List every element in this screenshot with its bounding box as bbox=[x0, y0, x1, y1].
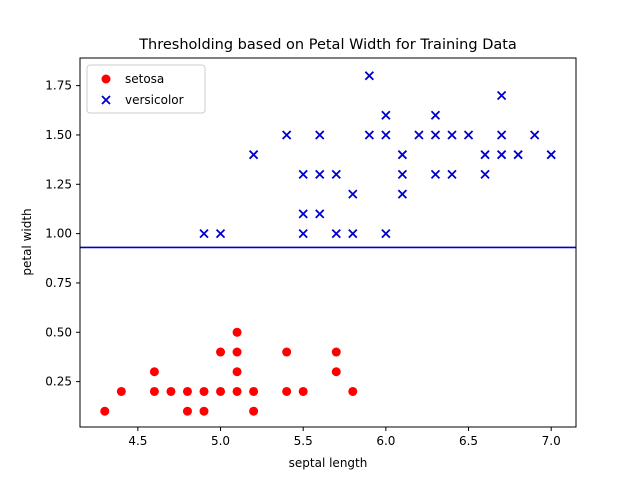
x-tick-label: 6.5 bbox=[459, 434, 478, 448]
legend-box bbox=[86, 64, 206, 114]
data-point bbox=[480, 150, 490, 160]
data-point bbox=[199, 228, 209, 239]
series-setosa bbox=[100, 327, 358, 416]
data-point bbox=[232, 386, 242, 396]
x-tick-label: 5.0 bbox=[211, 434, 230, 448]
data-point bbox=[100, 406, 110, 416]
legend-label-setosa: setosa bbox=[125, 72, 164, 86]
data-point bbox=[298, 386, 308, 396]
data-point bbox=[282, 130, 292, 140]
legend-marker-versicolor bbox=[101, 95, 111, 105]
data-point bbox=[430, 130, 441, 140]
data-point bbox=[430, 110, 441, 120]
data-point bbox=[315, 130, 325, 140]
data-point bbox=[298, 169, 308, 180]
data-point bbox=[381, 110, 391, 120]
data-point bbox=[496, 150, 507, 160]
data-point bbox=[216, 386, 226, 396]
data-point bbox=[480, 169, 490, 180]
data-point bbox=[397, 189, 408, 199]
data-point bbox=[381, 130, 391, 140]
data-point bbox=[116, 386, 126, 396]
data-point bbox=[282, 386, 292, 396]
data-point bbox=[430, 169, 441, 180]
data-point bbox=[397, 150, 408, 160]
data-point bbox=[232, 367, 242, 377]
data-point bbox=[530, 130, 540, 140]
y-tick-label: 1.00 bbox=[45, 227, 72, 241]
data-point bbox=[182, 406, 192, 416]
data-point bbox=[331, 347, 341, 357]
data-point bbox=[149, 367, 159, 377]
data-point bbox=[282, 347, 292, 357]
data-point bbox=[232, 327, 242, 337]
data-point bbox=[414, 130, 424, 140]
y-tick-label: 0.50 bbox=[45, 325, 72, 339]
data-point bbox=[331, 228, 341, 239]
data-point bbox=[182, 386, 192, 396]
data-point bbox=[364, 71, 374, 81]
data-point bbox=[348, 386, 358, 396]
data-point bbox=[199, 386, 209, 396]
data-point bbox=[149, 386, 159, 396]
data-point bbox=[496, 130, 507, 140]
data-point bbox=[381, 228, 391, 239]
data-point bbox=[513, 150, 523, 160]
data-point bbox=[364, 130, 374, 140]
chart-title: Thresholding based on Petal Width for Tr… bbox=[138, 37, 517, 53]
legend-label-versicolor: versicolor bbox=[125, 93, 184, 107]
data-point bbox=[248, 150, 259, 160]
data-point bbox=[496, 90, 507, 101]
data-point bbox=[348, 189, 358, 199]
data-point bbox=[315, 209, 325, 219]
data-point bbox=[546, 150, 556, 160]
legend-marker-setosa bbox=[101, 74, 111, 84]
x-tick-label: 5.5 bbox=[294, 434, 313, 448]
data-point bbox=[216, 347, 226, 357]
plot-frame bbox=[79, 57, 577, 428]
data-point bbox=[298, 209, 308, 219]
y-tick-label: 1.75 bbox=[45, 79, 72, 93]
data-point bbox=[249, 406, 259, 416]
data-point bbox=[166, 386, 176, 396]
data-point bbox=[249, 386, 259, 396]
y-tick-label: 0.75 bbox=[45, 276, 72, 290]
y-tick-label: 1.25 bbox=[45, 177, 72, 191]
data-point bbox=[298, 228, 308, 239]
data-point bbox=[199, 406, 209, 416]
data-point bbox=[331, 169, 341, 180]
y-axis: 0.25 0.50 0.75 1.00 1.25 1.50 1.75 bbox=[45, 79, 80, 389]
data-point bbox=[215, 228, 226, 239]
data-point bbox=[463, 130, 474, 140]
data-points-layer bbox=[100, 71, 556, 416]
y-axis-title: petal width bbox=[20, 208, 34, 275]
data-point bbox=[397, 169, 408, 180]
y-tick-label: 0.25 bbox=[45, 375, 72, 389]
data-point bbox=[232, 347, 242, 357]
x-tick-label: 7.0 bbox=[542, 434, 561, 448]
x-axis-title: septal length bbox=[289, 456, 368, 470]
data-point bbox=[315, 169, 325, 180]
x-tick-label: 4.5 bbox=[128, 434, 147, 448]
data-point bbox=[331, 367, 341, 377]
data-point bbox=[348, 228, 358, 239]
legend: setosa versicolor bbox=[86, 64, 206, 114]
plot-area bbox=[80, 58, 576, 427]
y-tick-label: 1.50 bbox=[45, 128, 72, 142]
series-versicolor bbox=[199, 71, 556, 239]
data-point bbox=[447, 169, 457, 180]
x-axis: 4.5 5.0 5.5 6.0 6.5 7.0 bbox=[128, 427, 561, 448]
data-point bbox=[447, 130, 457, 140]
x-tick-label: 6.0 bbox=[376, 434, 395, 448]
